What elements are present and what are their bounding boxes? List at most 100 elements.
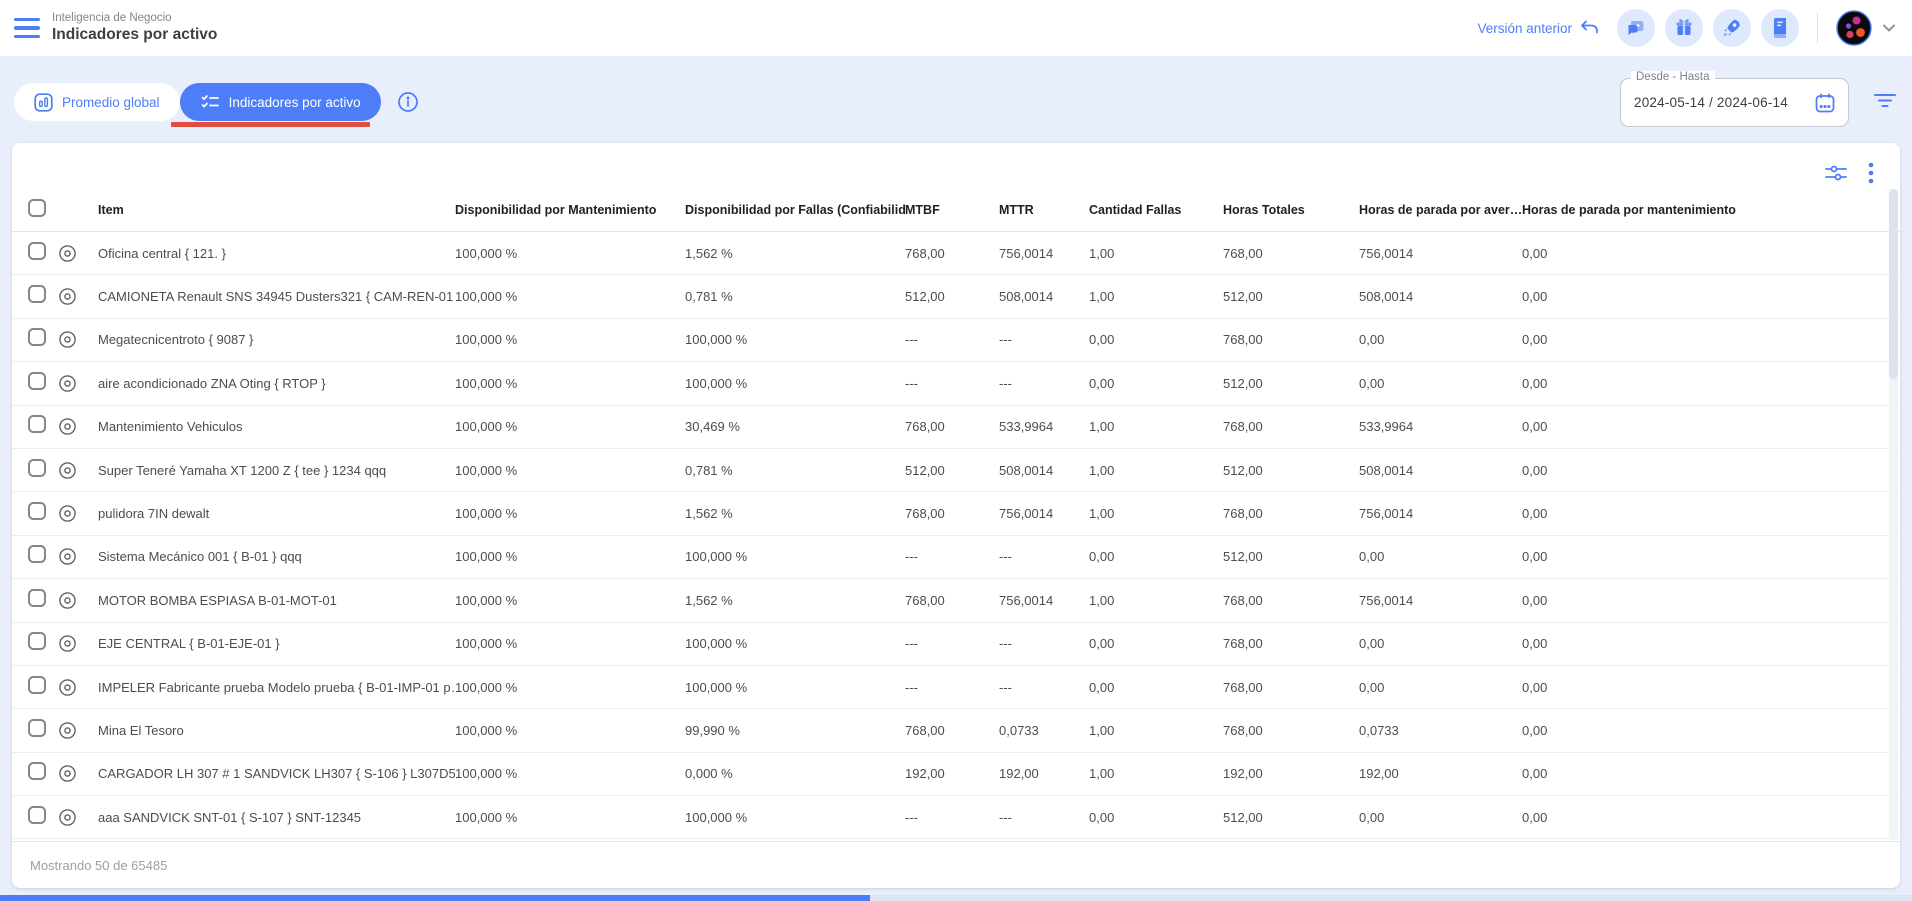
value-horas-parada-averia: 533,9964 (1359, 419, 1414, 435)
value-mtbf: 768,00 (905, 419, 945, 435)
value-disponibilidad-fallas: 0,781 % (685, 289, 733, 305)
gift-button[interactable] (1665, 9, 1703, 47)
row-checkbox[interactable] (28, 632, 46, 651)
table-row: IMPELER Fabricante prueba Modelo prueba … (12, 666, 1900, 710)
select-all-checkbox[interactable] (28, 198, 46, 217)
row-checkbox[interactable] (28, 458, 46, 477)
table-body: Oficina central { 121. } 100,000 % 1,562… (12, 232, 1900, 841)
value-mtbf: 768,00 (905, 592, 945, 608)
view-target-button[interactable] (58, 634, 98, 653)
item-name: MOTOR BOMBA ESPIASA B-01-MOT-01 (98, 592, 337, 608)
value-cantidad-fallas: 0,00 (1089, 375, 1115, 391)
row-checkbox[interactable] (28, 762, 46, 781)
table-row: Super Teneré Yamaha XT 1200 Z { tee } 12… (12, 449, 1900, 493)
horizontal-scrollbar-thumb[interactable] (0, 895, 870, 901)
value-horas-totales: 768,00 (1223, 722, 1263, 738)
item-name: Oficina central { 121. } (98, 245, 226, 261)
row-checkbox[interactable] (28, 285, 46, 304)
value-mtbf: 512,00 (905, 289, 945, 305)
value-disponibilidad-mantenimiento: 100,000 % (455, 592, 518, 608)
value-horas-totales: 768,00 (1223, 332, 1263, 348)
table-row: Mantenimiento Vehiculos 100,000 % 30,469… (12, 406, 1900, 449)
col-disponibilidad-fallas[interactable]: Disponibilidad por Fallas (Confiabilid… (685, 203, 905, 217)
row-checkbox[interactable] (28, 588, 46, 607)
col-cantidad-fallas[interactable]: Cantidad Fallas (1089, 203, 1223, 217)
row-checkbox[interactable] (28, 545, 46, 564)
item-name: aire acondicionado ZNA Oting { RTOP } (98, 375, 326, 391)
kebab-menu-button[interactable] (1868, 162, 1874, 184)
vertical-scrollbar-thumb[interactable] (1889, 189, 1898, 379)
view-target-button[interactable] (58, 547, 98, 566)
row-checkbox[interactable] (28, 241, 46, 260)
col-mttr[interactable]: MTTR (999, 203, 1089, 217)
col-item[interactable]: Item (98, 203, 455, 217)
hamburger-icon[interactable] (14, 18, 40, 38)
col-horas-totales[interactable]: Horas Totales (1223, 203, 1359, 217)
col-horas-parada-averia[interactable]: Horas de parada por aver… (1359, 203, 1522, 217)
value-horas-parada-mantenimiento: 0,00 (1522, 419, 1548, 435)
view-target-icon (59, 548, 76, 566)
tune-button[interactable] (1824, 163, 1848, 183)
tab-promedio-global[interactable]: Promedio global (14, 83, 180, 121)
view-target-button[interactable] (58, 764, 98, 783)
col-disponibilidad-mantenimiento[interactable]: Disponibilidad por Mantenimiento (455, 203, 685, 217)
value-cantidad-fallas: 1,00 (1089, 506, 1115, 522)
value-horas-totales: 768,00 (1223, 419, 1263, 435)
view-target-button[interactable] (58, 374, 98, 393)
info-button[interactable] (397, 91, 419, 113)
view-target-button[interactable] (58, 591, 98, 610)
avatar[interactable] (1836, 10, 1872, 46)
view-target-icon (59, 288, 76, 305)
value-mtbf: 768,00 (905, 506, 945, 522)
value-disponibilidad-mantenimiento: 100,000 % (455, 636, 518, 652)
value-disponibilidad-mantenimiento: 100,000 % (455, 549, 518, 565)
row-checkbox[interactable] (28, 718, 46, 737)
rocket-button[interactable] (1713, 9, 1751, 47)
chevron-down-icon[interactable] (1882, 23, 1896, 33)
row-checkbox[interactable] (28, 805, 46, 824)
view-target-button[interactable] (58, 287, 98, 306)
row-checkbox[interactable] (28, 371, 46, 390)
date-range-field[interactable]: Desde - Hasta 2024-05-14 / 2024-06-14 (1620, 71, 1849, 127)
view-target-icon (59, 722, 76, 739)
col-mtbf[interactable]: MTBF (905, 203, 999, 217)
tune-icon (1825, 165, 1847, 181)
value-cantidad-fallas: 1,00 (1089, 462, 1115, 478)
table-row: EJE CENTRAL { B-01-EJE-01 } 100,000 % 10… (12, 623, 1900, 666)
item-name: aaa SANDVICK SNT-01 { S-107 } SNT-12345 (98, 809, 362, 825)
tab-label: Indicadores por activo (228, 94, 361, 110)
tab-bar: Promedio global Indicadores por activo (14, 83, 419, 121)
row-checkbox[interactable] (28, 328, 46, 347)
row-checkbox[interactable] (28, 502, 46, 521)
view-target-button[interactable] (58, 808, 98, 827)
value-cantidad-fallas: 1,00 (1089, 245, 1115, 261)
col-horas-parada-mantenimiento[interactable]: Horas de parada por mantenimiento (1522, 203, 1900, 217)
vertical-scrollbar[interactable] (1889, 189, 1898, 840)
view-target-icon (59, 678, 76, 696)
value-mttr: --- (999, 549, 1012, 565)
value-disponibilidad-mantenimiento: 100,000 % (455, 419, 518, 435)
filter-button[interactable] (1872, 90, 1898, 110)
horizontal-scrollbar[interactable] (0, 895, 1912, 901)
indicators-table-card: Item Disponibilidad por Mantenimiento Di… (12, 143, 1900, 888)
tab-indicadores-por-activo[interactable]: Indicadores por activo (179, 83, 381, 121)
value-horas-totales: 512,00 (1223, 549, 1263, 565)
row-checkbox[interactable] (28, 675, 46, 694)
calendar-icon[interactable] (1814, 92, 1836, 114)
row-checkbox[interactable] (28, 415, 46, 434)
value-horas-parada-averia: 0,0733 (1359, 722, 1399, 738)
view-target-icon (59, 505, 76, 522)
row-count-label: Mostrando 50 de 65485 (30, 857, 168, 873)
view-target-button[interactable] (58, 504, 98, 523)
ai-chat-button[interactable] (1617, 9, 1655, 47)
view-target-button[interactable] (58, 244, 98, 263)
view-target-button[interactable] (58, 417, 98, 436)
view-target-button[interactable] (58, 461, 98, 480)
docs-button[interactable] (1761, 9, 1799, 47)
view-target-button[interactable] (58, 721, 98, 740)
previous-version-link[interactable]: Versión anterior (1477, 19, 1599, 37)
value-disponibilidad-mantenimiento: 100,000 % (455, 332, 518, 348)
view-target-button[interactable] (58, 330, 98, 349)
view-target-button[interactable] (58, 678, 98, 697)
value-horas-parada-averia: 756,0014 (1359, 506, 1414, 522)
